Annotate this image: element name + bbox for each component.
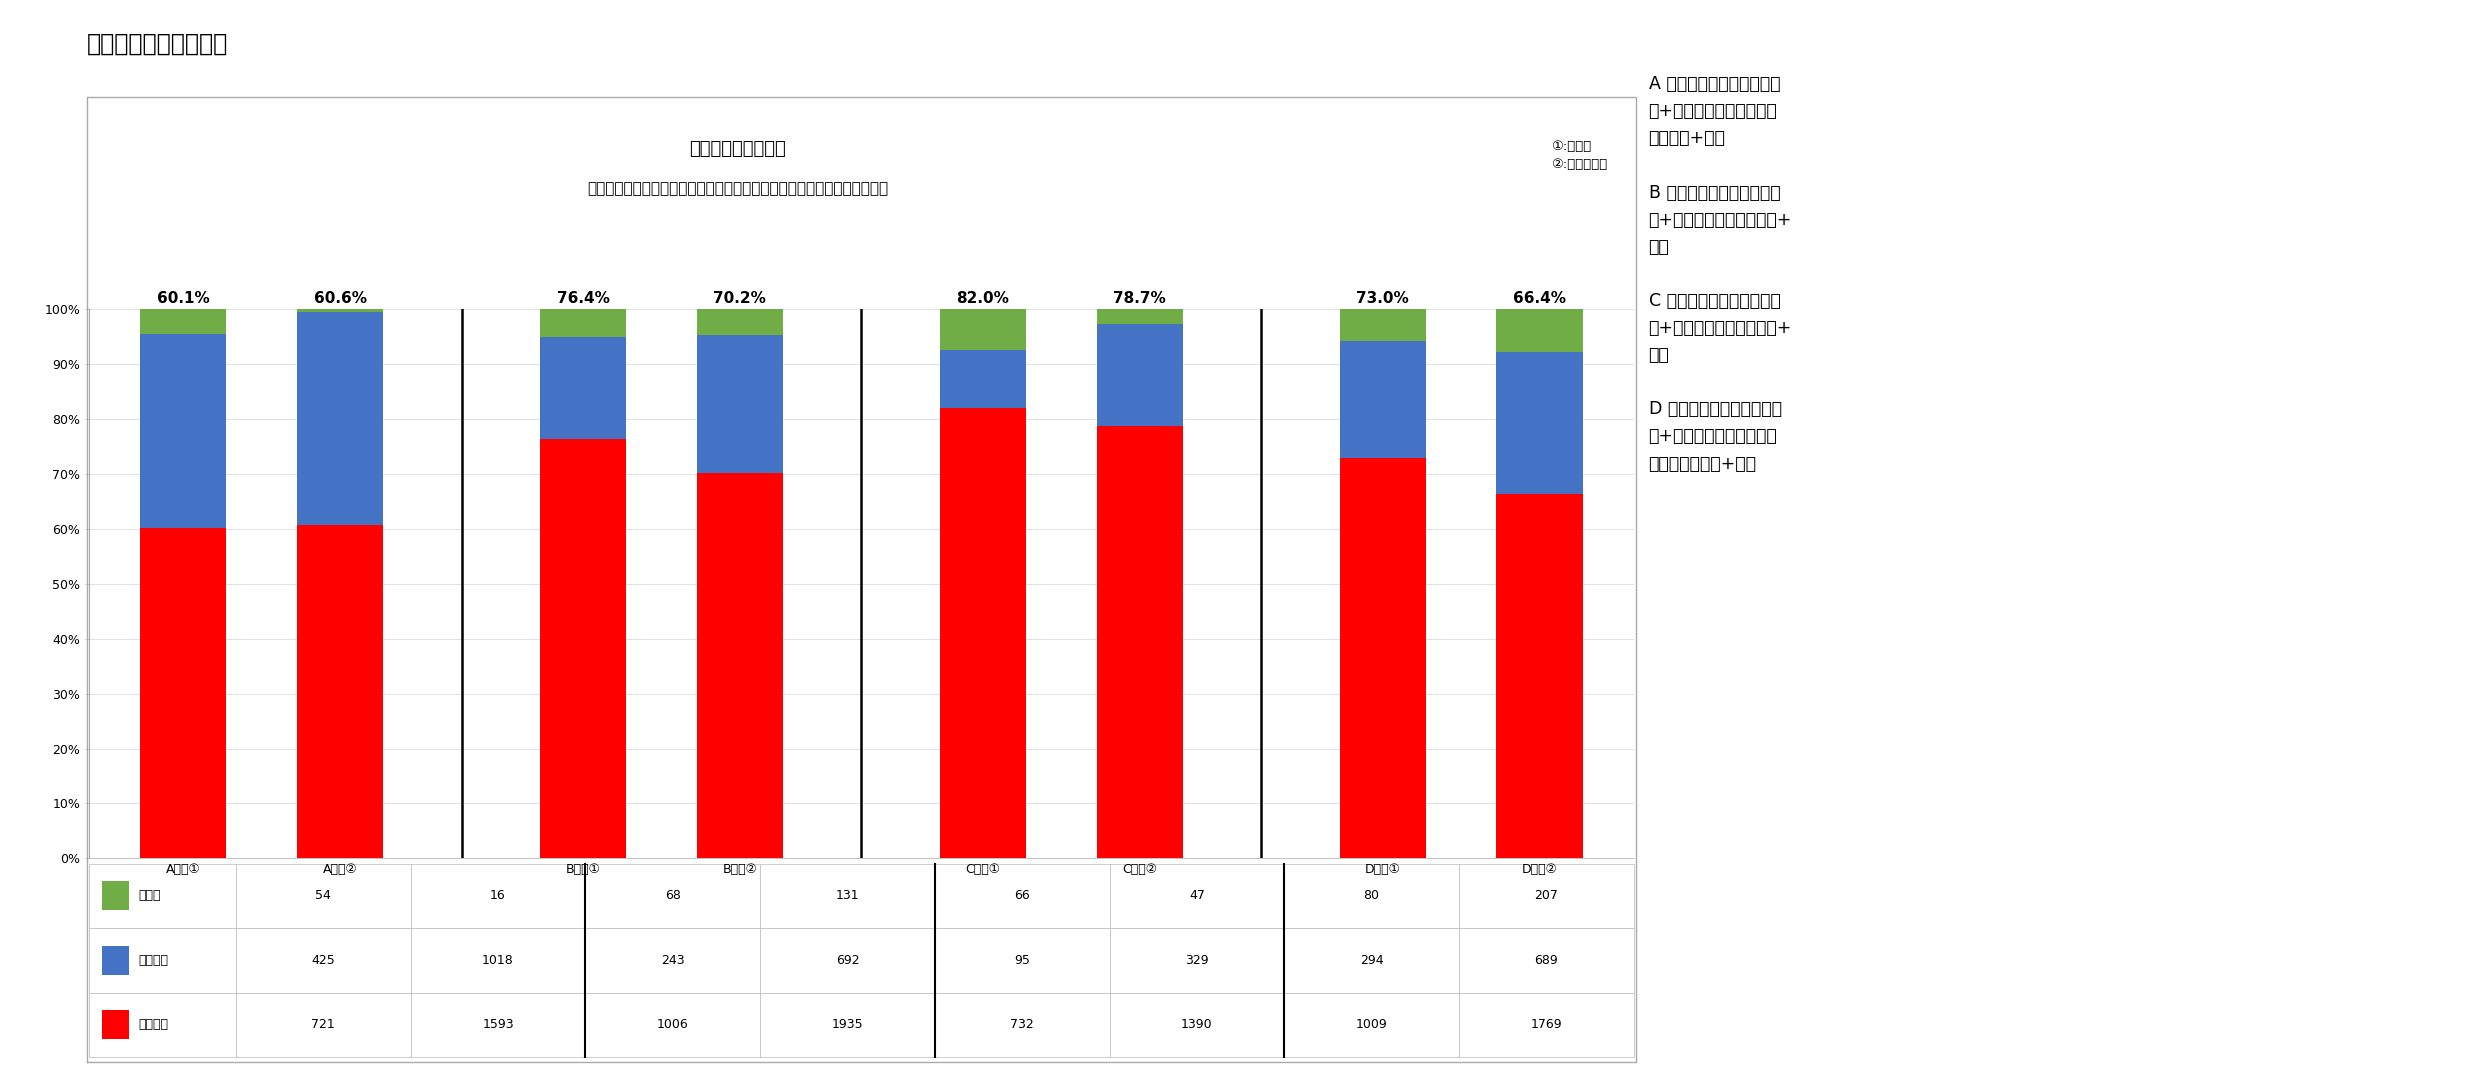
Bar (697, 335, 783, 473)
Bar (1339, 309, 1425, 341)
Bar (935, 864, 1111, 928)
Text: 授業形式満足度グラフ: 授業形式満足度グラフ (87, 32, 228, 56)
Bar (1460, 993, 1634, 1057)
Bar (540, 337, 627, 439)
Bar (585, 993, 761, 1057)
Text: 68: 68 (664, 890, 682, 902)
Bar (1497, 494, 1582, 858)
Text: 689: 689 (1535, 954, 1559, 967)
Bar (697, 473, 783, 858)
Bar (1284, 993, 1460, 1057)
Bar (1339, 341, 1425, 457)
Text: 1769: 1769 (1530, 1018, 1562, 1031)
Text: 未回答: 未回答 (139, 890, 161, 902)
Bar (297, 309, 384, 312)
Text: 294: 294 (1361, 954, 1383, 967)
Text: 1593: 1593 (483, 1018, 513, 1031)
Text: 1390: 1390 (1180, 1018, 1212, 1031)
Bar (585, 928, 761, 993)
Bar (1111, 864, 1284, 928)
Text: 243: 243 (662, 954, 684, 967)
Bar (412, 993, 585, 1057)
Text: 721: 721 (312, 1018, 335, 1031)
Bar (412, 928, 585, 993)
Text: 95: 95 (1014, 954, 1031, 967)
Text: 692: 692 (835, 954, 860, 967)
Text: 1935: 1935 (830, 1018, 863, 1031)
Bar (89, 864, 236, 928)
Bar (540, 439, 627, 858)
Bar (1284, 864, 1460, 928)
Bar (141, 309, 226, 334)
Bar (1460, 928, 1634, 993)
Text: 425: 425 (312, 954, 335, 967)
Text: 1018: 1018 (481, 954, 513, 967)
Bar (141, 528, 226, 858)
Bar (89, 928, 236, 993)
Bar (1497, 352, 1582, 494)
Text: 16: 16 (491, 890, 506, 902)
Text: 47: 47 (1190, 890, 1205, 902)
Bar (761, 864, 935, 928)
Text: A 方式：教科書または資料
等+文字解説資料（オンデ
マンド）+課題

B 方式：教科書または資料
等+音声（オンデマンド）+
課題

C 方式：教科書または資: A 方式：教科書または資料 等+文字解説資料（オンデ マンド）+課題 B 方式：… (1649, 75, 1792, 472)
Bar (102, 1011, 129, 1039)
Bar (761, 993, 935, 1057)
Bar (1460, 864, 1634, 928)
Bar (1111, 993, 1284, 1057)
Bar (412, 864, 585, 928)
Bar (1339, 457, 1425, 858)
Bar (236, 993, 412, 1057)
Text: 131: 131 (835, 890, 860, 902)
Text: 各授業形式の満足度: 各授業形式の満足度 (689, 141, 786, 158)
Text: 66: 66 (1014, 890, 1031, 902)
Bar (141, 334, 226, 528)
Text: 60.1%: 60.1% (156, 291, 211, 306)
Bar (102, 882, 129, 910)
Bar (761, 928, 935, 993)
Text: ①:１年生
②:２年生以上: ①:１年生 ②:２年生以上 (1552, 141, 1606, 171)
Bar (1096, 426, 1182, 858)
Text: 82.0%: 82.0% (957, 291, 1009, 306)
Bar (1096, 324, 1182, 426)
Text: 1009: 1009 (1356, 1018, 1388, 1031)
Bar (297, 312, 384, 526)
Text: 78.7%: 78.7% (1113, 291, 1165, 306)
Bar (585, 864, 761, 928)
Text: 54: 54 (315, 890, 332, 902)
Text: 悪かった: 悪かった (139, 954, 169, 967)
Bar (940, 408, 1026, 858)
Bar (935, 928, 1111, 993)
Text: 1006: 1006 (657, 1018, 689, 1031)
Bar (1497, 309, 1582, 352)
Text: 329: 329 (1185, 954, 1210, 967)
Text: 73.0%: 73.0% (1356, 291, 1408, 306)
Bar (236, 928, 412, 993)
Text: 66.4%: 66.4% (1512, 291, 1567, 306)
Text: 732: 732 (1011, 1018, 1034, 1031)
Bar (1096, 309, 1182, 324)
Bar (1284, 928, 1460, 993)
Bar (297, 526, 384, 858)
Bar (236, 864, 412, 928)
Bar (697, 309, 783, 335)
Text: 良かった: 良かった (139, 1018, 169, 1031)
Bar (935, 993, 1111, 1057)
Bar (89, 993, 236, 1057)
Bar (940, 309, 1026, 350)
Text: 80: 80 (1363, 890, 1381, 902)
Text: 70.2%: 70.2% (714, 291, 766, 306)
Bar (940, 350, 1026, 408)
Bar (102, 946, 129, 974)
Bar (540, 309, 627, 337)
Bar (1111, 928, 1284, 993)
Text: 207: 207 (1535, 890, 1559, 902)
Text: （「〇方式についてどう思いましたか」に「良かった」と回答した人数）: （「〇方式についてどう思いましたか」に「良かった」と回答した人数） (588, 181, 887, 195)
Text: 60.6%: 60.6% (315, 291, 367, 306)
Text: 76.4%: 76.4% (558, 291, 610, 306)
